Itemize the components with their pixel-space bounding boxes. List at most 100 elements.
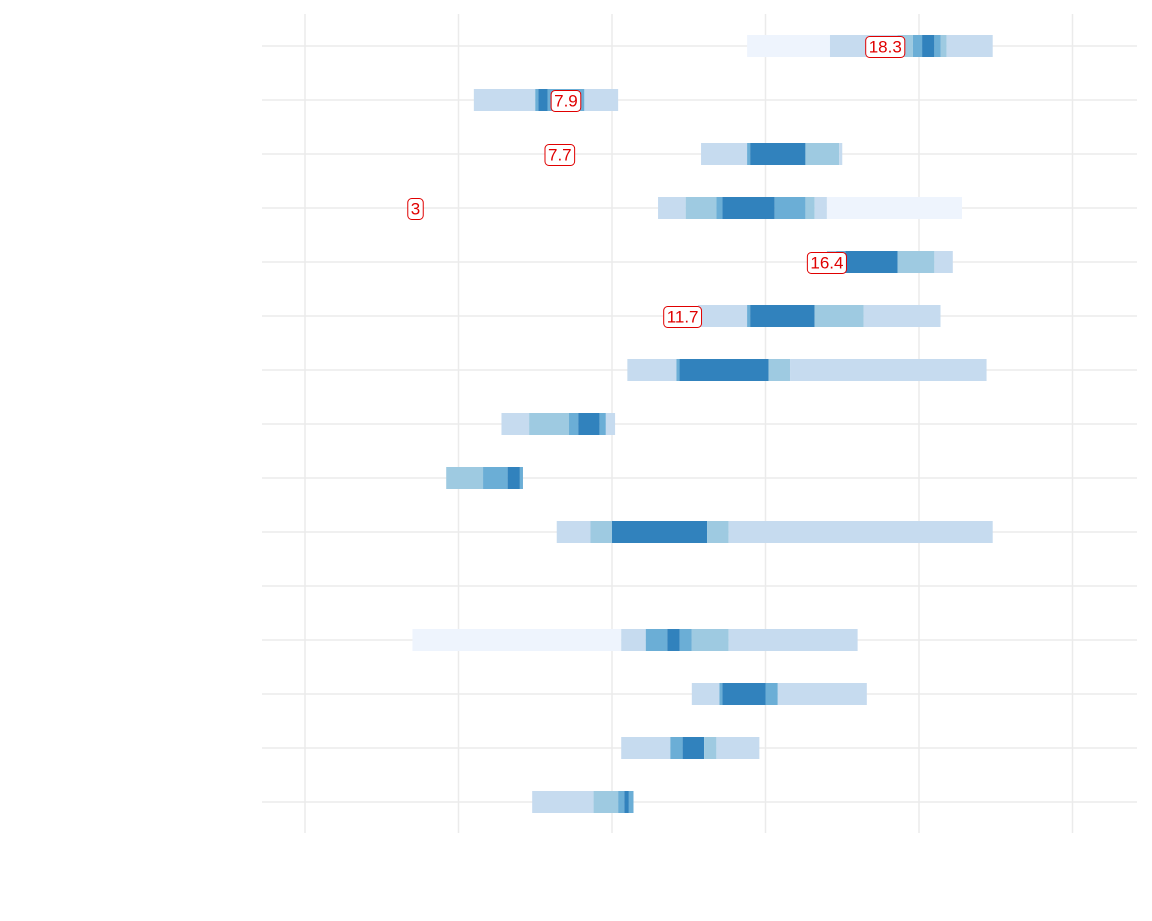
interval-band (670, 737, 683, 759)
interval-band (826, 197, 962, 219)
interval-band (612, 521, 708, 543)
interval-band (747, 143, 751, 165)
interval-band (722, 197, 775, 219)
interval-band (845, 251, 898, 273)
interval-row (446, 467, 523, 489)
interval-band (839, 143, 843, 165)
interval-band (704, 737, 717, 759)
interval-band (922, 35, 935, 57)
interval-row (473, 89, 619, 111)
interval-row (701, 143, 843, 165)
value-labels: 18.3 7.9 7.7 3 16.4 11.7 (407, 36, 906, 328)
interval-band (529, 413, 570, 435)
value-label-box (865, 36, 906, 58)
interval-band (590, 521, 612, 543)
value-label-box (806, 252, 847, 274)
value-label-text: 7.9 (554, 92, 578, 111)
interval-band (685, 197, 717, 219)
interval-band (701, 143, 748, 165)
interval-band (790, 359, 987, 381)
interval-row (412, 629, 858, 651)
interval-band (814, 197, 827, 219)
interval-band (599, 413, 606, 435)
interval-band (658, 197, 686, 219)
interval-bands (412, 35, 993, 813)
value-label: 3 (407, 198, 424, 220)
interval-row (691, 683, 867, 705)
interval-band (627, 359, 677, 381)
interval-band (747, 305, 751, 327)
interval-band (519, 467, 523, 489)
interval-row (697, 305, 941, 327)
interval-band (618, 791, 625, 813)
value-label: 16.4 (806, 252, 847, 274)
interval-band (593, 791, 619, 813)
interval-band (501, 413, 530, 435)
interval-band (446, 467, 484, 489)
value-label-text: 16.4 (810, 254, 843, 273)
value-label-text: 3 (411, 200, 420, 219)
interval-band (621, 737, 671, 759)
value-label: 7.9 (550, 90, 582, 112)
interval-band (507, 467, 520, 489)
interval-band (682, 737, 705, 759)
interval-band (747, 35, 830, 57)
value-label-box (550, 90, 582, 112)
interval-band (863, 305, 941, 327)
value-label-text: 18.3 (869, 38, 902, 57)
interval-band (676, 359, 680, 381)
interval-band (679, 629, 692, 651)
interval-row (501, 413, 616, 435)
interval-band (934, 35, 941, 57)
interval-band (716, 197, 723, 219)
interval-band (728, 629, 858, 651)
value-label-box (663, 306, 703, 328)
interval-band (645, 629, 668, 651)
interval-row (627, 359, 987, 381)
interval-band (538, 89, 548, 111)
interval-band (805, 197, 815, 219)
value-label-text: 7.7 (548, 146, 572, 165)
interval-band (940, 35, 947, 57)
interval-band (691, 683, 720, 705)
interval-band (774, 197, 806, 219)
value-label: 11.7 (663, 306, 703, 328)
interval-band (535, 89, 539, 111)
interval-band (814, 305, 864, 327)
interval-band (556, 521, 591, 543)
value-label: 18.3 (865, 36, 906, 58)
interval-band (628, 791, 634, 813)
interval-band (897, 251, 935, 273)
interval-band (473, 89, 536, 111)
interval-band (750, 305, 815, 327)
interval-band (912, 35, 923, 57)
interval-band (934, 251, 953, 273)
value-label-box (407, 198, 424, 220)
interval-band (578, 413, 600, 435)
interval-band (716, 737, 760, 759)
interval-band (728, 521, 993, 543)
gridlines (262, 14, 1137, 833)
value-label-box (544, 144, 576, 166)
interval-band (679, 359, 769, 381)
interval-band (765, 683, 778, 705)
value-label-text: 11.7 (667, 308, 699, 327)
interval-band (691, 629, 729, 651)
interval-band (777, 683, 867, 705)
interval-band (805, 143, 840, 165)
interval-band (584, 89, 619, 111)
interval-band (768, 359, 791, 381)
interval-band (532, 791, 594, 813)
interval-band (722, 683, 766, 705)
interval-band (719, 683, 723, 705)
interval-band (483, 467, 508, 489)
interval-band (412, 629, 622, 651)
interval-band (605, 413, 616, 435)
interval-band (946, 35, 993, 57)
interval-band (624, 791, 629, 813)
interval-band (707, 521, 729, 543)
interval-band (667, 629, 680, 651)
interval-row (621, 737, 760, 759)
